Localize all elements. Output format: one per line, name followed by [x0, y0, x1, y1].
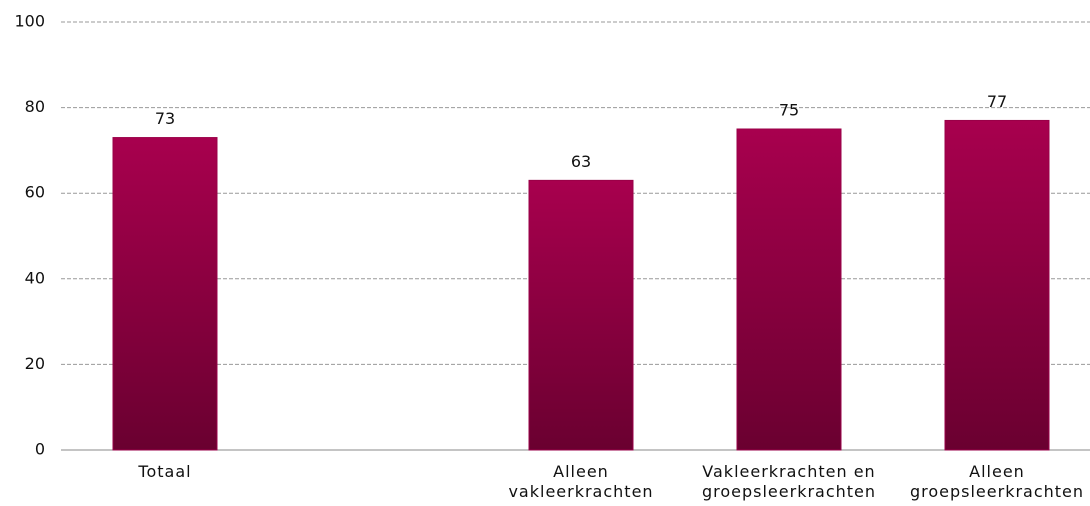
bar — [944, 119, 1050, 451]
bar — [528, 179, 634, 451]
value-label: 75 — [779, 101, 799, 120]
bar — [736, 128, 842, 451]
value-label: 73 — [155, 109, 175, 128]
y-tick-label: 80 — [25, 97, 45, 116]
value-label: 77 — [987, 92, 1007, 111]
bar — [112, 137, 218, 451]
y-tick-label: 0 — [35, 440, 45, 459]
x-tick-label: Vakleerkrachten en groepsleerkrachten — [701, 462, 877, 501]
y-tick-label: 100 — [14, 12, 45, 31]
x-tick-label: Alleen vakleerkrachten — [508, 462, 654, 501]
y-tick-label: 40 — [25, 268, 45, 287]
y-tick-label: 60 — [25, 183, 45, 202]
value-label: 63 — [571, 152, 591, 171]
y-tick-label: 20 — [25, 354, 45, 373]
x-tick-label: Alleen groepsleerkrachten — [909, 462, 1085, 501]
x-tick-label: Totaal — [138, 462, 192, 481]
